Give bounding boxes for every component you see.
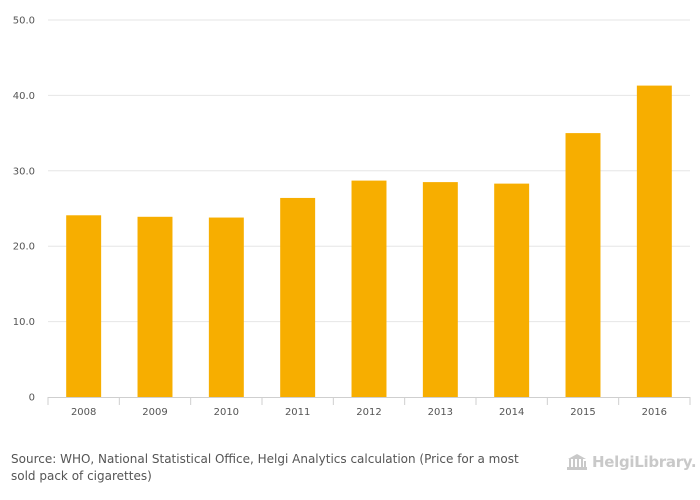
bar <box>636 85 672 398</box>
source-label: Source: <box>11 452 57 466</box>
library-building-icon <box>567 454 587 470</box>
bar <box>208 217 244 397</box>
x-tick-label: 2012 <box>356 407 381 418</box>
x-tick-label: 2008 <box>71 407 96 418</box>
bar <box>66 215 102 397</box>
y-tick-label: 10.0 <box>13 317 35 328</box>
x-tick-label: 2010 <box>214 407 239 418</box>
x-tick-label: 2009 <box>142 407 167 418</box>
y-tick-label: 50.0 <box>13 16 35 27</box>
bar <box>280 197 316 397</box>
bar <box>137 216 173 397</box>
y-tick-label: 20.0 <box>13 242 35 253</box>
bar-chart: 0 10.0 20.0 30.0 40.0 50.0 2008 2009 2010 2011 201… <box>13 16 691 418</box>
y-tick-label: 0 <box>29 393 35 404</box>
x-tick-label: 2014 <box>499 407 524 418</box>
x-tick-label: 2013 <box>428 407 453 418</box>
bar <box>565 133 601 397</box>
bar <box>422 182 458 397</box>
bar <box>351 180 387 397</box>
axes: 0 10.0 20.0 30.0 40.0 50.0 2008 2009 2010 2011 201… <box>13 16 691 418</box>
x-tick-label: 2015 <box>570 407 595 418</box>
y-tick-label: 30.0 <box>13 166 35 177</box>
x-tick-label: 2011 <box>285 407 310 418</box>
x-tick-label: 2016 <box>642 407 667 418</box>
bar <box>494 183 530 397</box>
source-note: Source: WHO, National Statistical Office… <box>11 451 531 485</box>
brand-logo: HelgiLibrary. <box>566 451 697 473</box>
bars <box>66 85 672 398</box>
y-tick-label: 40.0 <box>13 91 35 102</box>
source-text: WHO, National Statistical Office, Helgi … <box>11 452 519 483</box>
brand-name: HelgiLibrary. <box>592 453 697 471</box>
